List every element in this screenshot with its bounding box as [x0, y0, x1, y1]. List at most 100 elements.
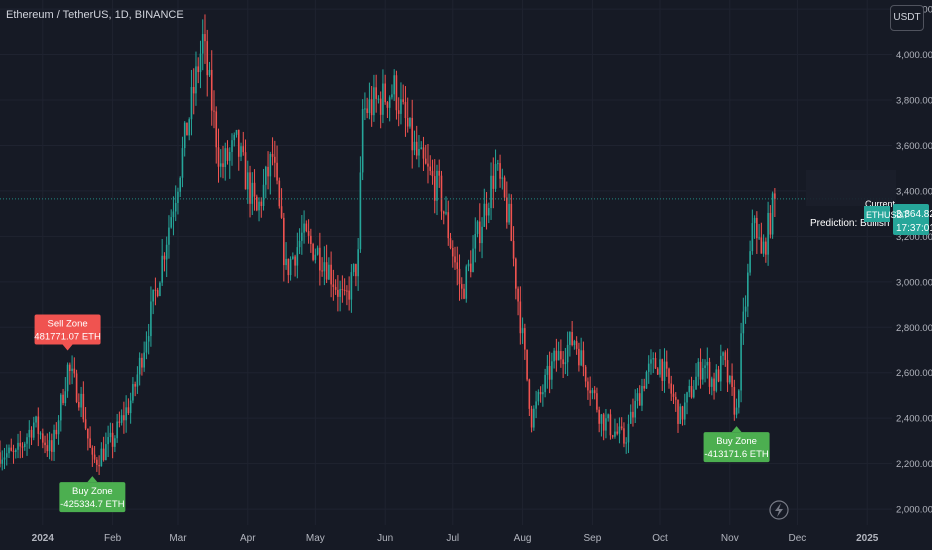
candle-body — [609, 414, 612, 436]
x-tick-label: 2024 — [32, 533, 55, 544]
candle-body — [93, 454, 96, 460]
candle-body — [226, 148, 229, 161]
candle-body — [278, 180, 281, 207]
candle-body — [23, 443, 26, 448]
candle-body — [159, 282, 161, 297]
candle-body — [562, 359, 564, 365]
candle-body — [406, 118, 409, 127]
zone-box — [34, 314, 101, 345]
candle-body — [370, 99, 373, 116]
candle-body — [197, 66, 200, 73]
candle-body — [533, 408, 535, 428]
candle-body — [542, 392, 544, 395]
candle-body — [402, 99, 405, 102]
candle-body — [19, 442, 22, 447]
candle-body — [458, 268, 461, 285]
candle-body — [73, 368, 76, 374]
candle-body — [440, 175, 443, 212]
candle-body — [264, 166, 267, 185]
candle-body — [758, 237, 760, 239]
candle-body — [738, 390, 740, 408]
candle-body — [720, 355, 722, 382]
x-tick-label: Nov — [721, 533, 739, 544]
candle-body — [465, 266, 468, 299]
candle-body — [670, 383, 673, 394]
candle-body — [454, 256, 456, 263]
candle-body — [312, 244, 314, 260]
candle-body — [213, 110, 215, 112]
currency-unit-button[interactable]: USDT — [890, 5, 924, 31]
zone-box — [703, 432, 770, 463]
overlay-panel — [806, 170, 896, 206]
candle-body — [710, 378, 713, 387]
candle-body — [449, 238, 452, 248]
chart-title: Ethereum / TetherUS, 1D, BINANCE — [6, 9, 184, 21]
candle-body — [506, 197, 508, 223]
candle-body — [517, 288, 519, 302]
candle-body — [129, 400, 132, 414]
candle-body — [474, 233, 477, 249]
candle-body — [294, 256, 296, 266]
candle-body — [427, 163, 429, 167]
candle-body — [114, 438, 116, 447]
candle-body — [445, 212, 447, 214]
candle-body — [557, 351, 560, 361]
candle-body — [623, 428, 625, 444]
candle-body — [78, 402, 80, 408]
candle-body — [632, 411, 634, 418]
candle-body — [418, 148, 420, 156]
candle-body — [476, 221, 479, 234]
candle-body — [695, 376, 697, 390]
candle-body — [314, 254, 317, 260]
candle-body — [654, 358, 657, 369]
candle-body — [767, 212, 769, 255]
candle-body — [733, 387, 736, 415]
candle-body — [438, 170, 441, 176]
candle-body — [652, 358, 655, 360]
candle-body — [107, 437, 109, 445]
candle-body — [251, 182, 254, 204]
candle-body — [301, 232, 303, 241]
candle-body — [404, 101, 407, 119]
candle-body — [255, 196, 258, 211]
x-tick-label: Jun — [377, 533, 393, 544]
candle-body — [100, 448, 103, 467]
candle-body — [451, 247, 454, 257]
candle-body — [361, 108, 364, 173]
candle-body — [271, 153, 274, 157]
candle-body — [704, 365, 706, 369]
zone-pointer — [87, 476, 98, 483]
candle-body — [668, 368, 670, 384]
candle-body — [722, 352, 724, 356]
candle-body — [138, 357, 141, 375]
candle-body — [656, 368, 659, 375]
candle-body — [564, 362, 567, 365]
candle-body — [659, 359, 661, 375]
candle-body — [224, 148, 227, 167]
candle-body — [375, 87, 377, 99]
candle-body — [395, 75, 398, 111]
candle-body — [593, 390, 596, 394]
candle-body — [359, 172, 362, 250]
candle-body — [512, 240, 515, 259]
candle-body — [391, 94, 393, 98]
candle-body — [53, 429, 55, 452]
candle-body — [614, 431, 616, 437]
candle-body — [51, 440, 53, 452]
candle-body — [560, 351, 562, 360]
candle-body — [26, 437, 28, 444]
candle-body — [708, 361, 711, 387]
candle-body — [397, 110, 400, 114]
candle-body — [84, 419, 87, 429]
candle-body — [170, 217, 172, 228]
candle-body — [544, 374, 546, 393]
x-axis[interactable]: 2024 Feb Mar Apr May Jun Jul Aug Sep Oct Nov Dec 202… — [32, 533, 879, 544]
candle-body — [629, 411, 632, 424]
lightning-icon[interactable] — [769, 500, 789, 520]
candle-body — [55, 429, 58, 435]
candle-body — [713, 378, 715, 391]
candle-body — [510, 203, 513, 241]
candle-body — [201, 34, 204, 54]
candle-body — [147, 336, 150, 342]
